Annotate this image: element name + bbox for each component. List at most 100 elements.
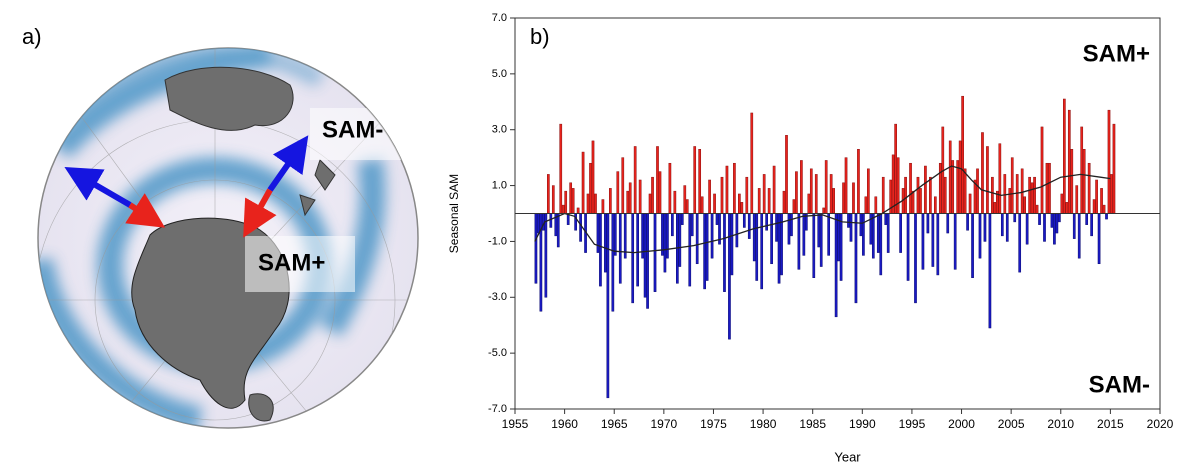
bar [948,140,952,214]
bar [991,176,994,214]
bar [971,213,974,278]
bar [981,132,984,214]
y-tick-label: -3.0 [488,291,507,303]
bar [767,188,771,214]
bar [599,213,602,287]
bar [700,196,704,214]
x-tick-label: 2010 [1047,417,1074,431]
bar [1112,123,1116,214]
bar [1058,213,1061,223]
bar [742,213,746,228]
bar [916,176,920,214]
bar [867,168,870,214]
bar [871,213,875,259]
annotation: SAM- [1089,371,1150,398]
y-tick-label: -1.0 [488,235,507,247]
bar [628,182,632,214]
bar [943,176,947,214]
bar [914,213,917,304]
bar [1050,213,1054,228]
bar [819,213,823,267]
bar [849,213,853,242]
x-tick-label: 1965 [601,417,628,431]
bar [586,193,590,214]
bar [968,193,972,214]
bar [1080,126,1084,214]
bar [616,171,620,214]
bar [854,213,858,304]
bar [1087,162,1091,214]
bar [809,168,813,214]
bar [658,171,662,214]
bar [723,213,726,292]
bar [924,165,927,214]
bar [1097,213,1101,265]
bar [713,193,716,214]
bar [685,199,689,214]
bar [874,196,878,214]
bar [859,213,863,237]
bar [921,213,925,270]
bar [710,213,714,259]
bar [673,190,677,214]
bar [938,162,942,214]
panel-label: a) [22,24,42,49]
bar [678,213,682,267]
bar [951,160,955,214]
bar [1008,188,1012,214]
bar [857,149,860,214]
bar [740,202,744,214]
bar [958,140,962,214]
bar [693,146,697,214]
bar [795,171,798,214]
panel-label: b) [530,24,550,49]
bar [671,213,674,237]
bar [1107,109,1111,214]
bar [775,213,778,242]
bar [770,213,773,265]
y-tick-label: -7.0 [488,403,507,415]
bar [777,213,781,284]
bar [556,213,560,248]
bar [953,213,957,270]
x-tick-label: 1975 [700,417,727,431]
bar [661,213,664,256]
bar [1053,213,1056,245]
bar [1028,176,1031,214]
bar [589,162,592,214]
bar [1040,126,1044,214]
y-tick-label: 5.0 [492,68,507,80]
bar [703,213,706,290]
bar [1067,109,1071,214]
bar [559,123,563,214]
bar [787,213,791,245]
bar [772,165,776,214]
bar [1090,213,1093,237]
bar [633,146,637,214]
bar [547,174,550,214]
bar [906,213,910,281]
bar [757,188,761,214]
bar [976,168,979,214]
bar [745,176,749,214]
x-axis-label: Year [834,449,861,463]
bar [733,162,736,214]
bar [755,213,759,281]
bar [946,213,950,234]
bar [551,185,555,214]
y-tick-label: 3.0 [492,124,507,136]
bar [797,213,801,270]
annotation: SAM+ [1083,40,1150,67]
bar [1070,149,1074,214]
bar [643,213,647,298]
bar [904,176,907,214]
bar [1000,213,1004,237]
bar [604,213,607,273]
bar [931,213,935,267]
bar [790,213,793,237]
bar [1023,196,1026,214]
bar [666,213,669,259]
bar [1110,174,1113,214]
bar [881,176,885,214]
bar [762,174,766,214]
